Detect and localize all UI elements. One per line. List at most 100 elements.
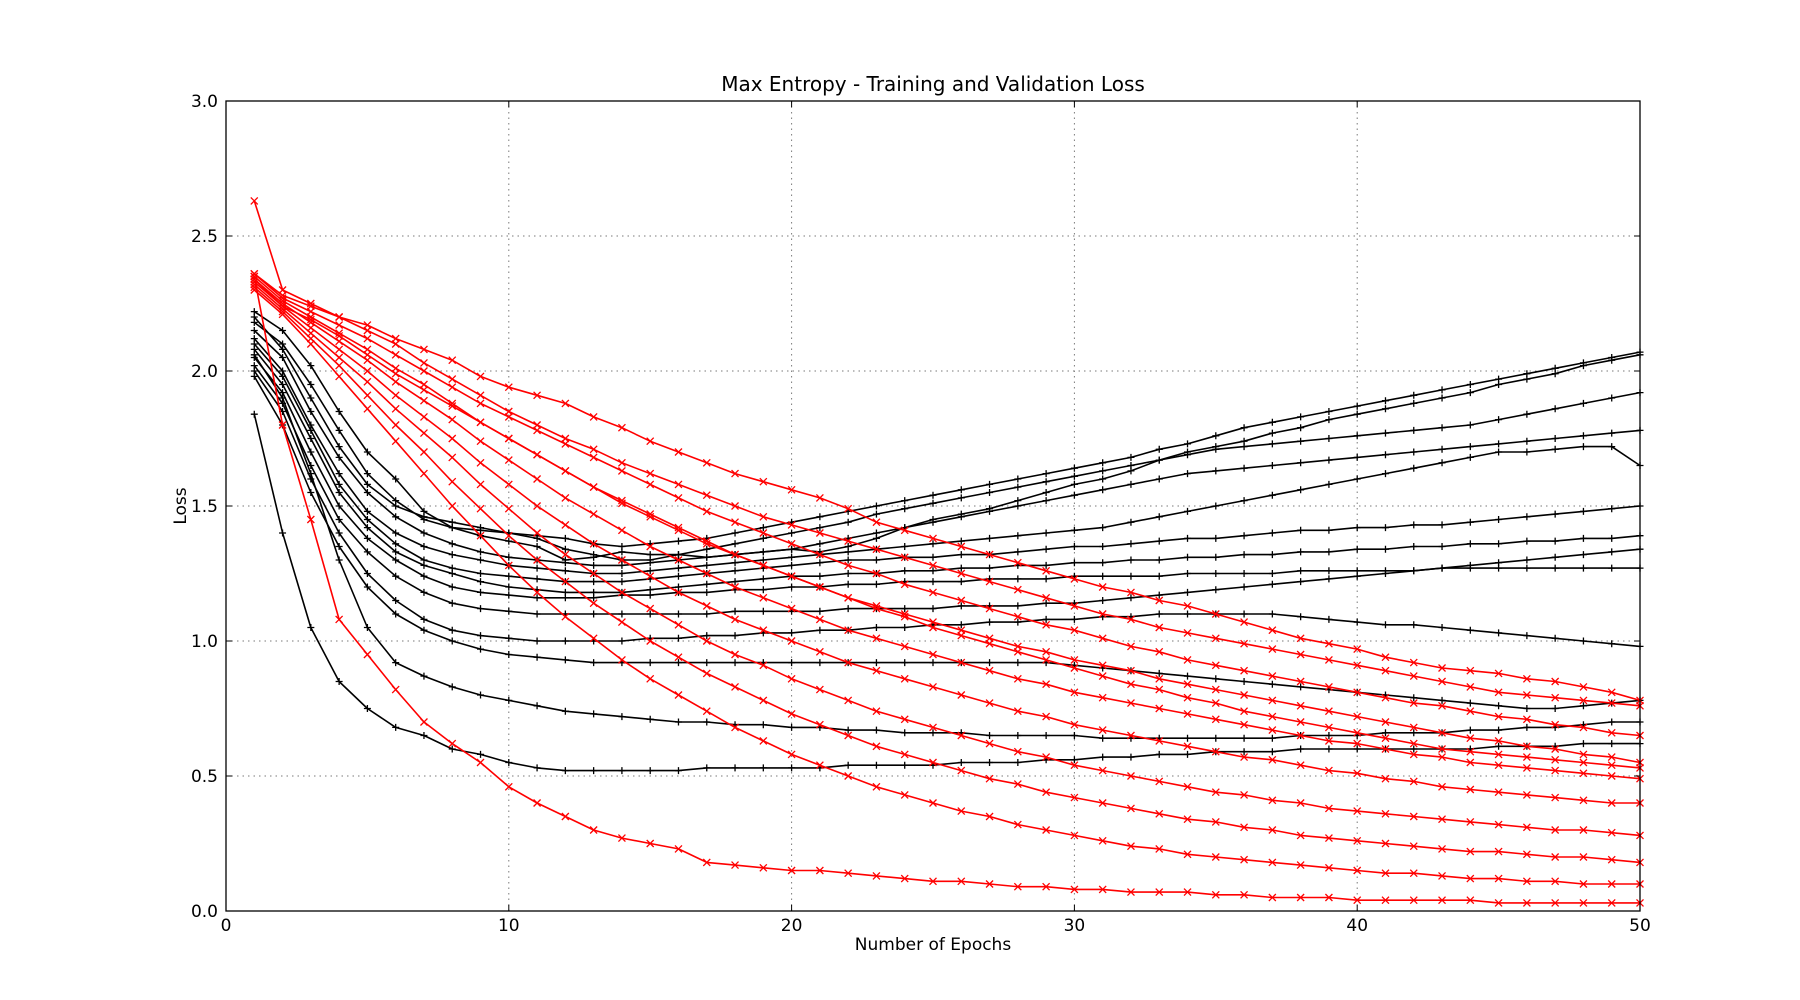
training-point bbox=[1325, 548, 1333, 556]
validation-point bbox=[476, 480, 485, 489]
validation-point bbox=[1296, 650, 1305, 659]
validation-point bbox=[844, 504, 853, 513]
validation-point bbox=[589, 569, 598, 578]
validation-line bbox=[253, 286, 1641, 864]
validation-series bbox=[250, 286, 1644, 888]
validation-point bbox=[1296, 677, 1305, 686]
validation-point bbox=[1353, 739, 1362, 748]
training-point bbox=[1579, 637, 1587, 645]
validation-point bbox=[674, 480, 683, 489]
validation-point bbox=[929, 623, 937, 632]
training-point bbox=[1438, 394, 1446, 402]
validation-point bbox=[1409, 750, 1418, 759]
training-point bbox=[1042, 732, 1050, 739]
validation-point bbox=[1211, 788, 1220, 797]
training-point bbox=[1212, 534, 1220, 542]
training-point bbox=[420, 513, 428, 521]
training-point bbox=[1410, 426, 1418, 434]
validation-point bbox=[1579, 880, 1588, 888]
training-point bbox=[1268, 462, 1276, 469]
validation-point bbox=[1183, 782, 1192, 791]
training-point bbox=[307, 489, 315, 496]
validation-point bbox=[1494, 750, 1503, 759]
training-point bbox=[1212, 570, 1220, 577]
training-point bbox=[363, 470, 371, 478]
training-point bbox=[1070, 615, 1078, 623]
validation-point bbox=[1070, 720, 1079, 729]
training-point bbox=[1551, 553, 1559, 561]
training-point bbox=[1099, 543, 1107, 550]
training-point bbox=[1042, 615, 1050, 623]
validation-point bbox=[1240, 707, 1249, 716]
validation-point bbox=[420, 358, 428, 367]
validation-point bbox=[1353, 769, 1362, 778]
training-point bbox=[1297, 486, 1305, 494]
training-point bbox=[307, 624, 315, 631]
validation-point bbox=[1324, 863, 1333, 872]
training-point bbox=[816, 659, 824, 667]
training-point bbox=[1099, 597, 1107, 604]
validation-point bbox=[1381, 774, 1390, 783]
validation-point bbox=[759, 736, 768, 745]
validation-point bbox=[589, 510, 598, 519]
validation-point bbox=[1155, 623, 1164, 632]
validation-point bbox=[1324, 707, 1333, 716]
validation-point bbox=[1296, 718, 1305, 726]
training-point bbox=[1579, 702, 1587, 710]
validation-point bbox=[1607, 772, 1616, 780]
validation-point bbox=[702, 858, 711, 867]
validation-point bbox=[646, 839, 655, 848]
validation-point bbox=[476, 391, 485, 400]
training-point bbox=[703, 610, 711, 618]
validation-point bbox=[1155, 844, 1164, 853]
validation-point bbox=[1353, 807, 1362, 816]
training-point bbox=[363, 507, 371, 515]
validation-point bbox=[617, 496, 626, 505]
validation-point bbox=[1494, 898, 1503, 907]
training-point bbox=[1042, 497, 1050, 505]
training-point bbox=[788, 545, 796, 553]
validation-point bbox=[844, 869, 853, 878]
validation-point bbox=[929, 877, 937, 886]
validation-point bbox=[391, 437, 400, 446]
training-point bbox=[335, 543, 343, 550]
training-point bbox=[703, 632, 711, 640]
training-point bbox=[872, 659, 880, 667]
training-point bbox=[335, 408, 343, 415]
validation-series bbox=[250, 272, 1644, 907]
validation-point bbox=[957, 766, 966, 775]
training-point bbox=[1523, 410, 1531, 418]
validation-point bbox=[504, 504, 513, 513]
validation-point bbox=[1155, 647, 1164, 656]
training-point bbox=[1325, 567, 1333, 575]
training-point bbox=[1014, 483, 1022, 491]
validation-point bbox=[1155, 736, 1164, 745]
training-point bbox=[1155, 572, 1163, 580]
training-point bbox=[505, 572, 513, 580]
training-point bbox=[1099, 467, 1107, 475]
validation-point bbox=[561, 577, 570, 586]
validation-point bbox=[646, 437, 655, 446]
validation-point bbox=[1353, 645, 1362, 654]
training-point bbox=[986, 507, 994, 515]
training-point bbox=[477, 645, 485, 653]
training-point bbox=[1240, 610, 1248, 618]
validation-point bbox=[1607, 761, 1616, 770]
validation-point bbox=[589, 412, 598, 421]
training-point bbox=[279, 345, 287, 353]
y-axis-label: Loss bbox=[171, 487, 191, 524]
validation-point bbox=[1183, 693, 1192, 702]
training-point bbox=[392, 610, 400, 618]
training-point bbox=[816, 524, 824, 532]
training-point bbox=[420, 732, 428, 739]
training-point bbox=[1014, 475, 1022, 483]
training-point bbox=[1099, 734, 1107, 742]
validation-point bbox=[1070, 601, 1079, 610]
training-point bbox=[590, 561, 598, 569]
training-point bbox=[929, 518, 937, 526]
training-point bbox=[1184, 553, 1192, 561]
training-point bbox=[1014, 659, 1022, 667]
validation-point bbox=[1296, 761, 1305, 770]
validation-point bbox=[1211, 890, 1220, 899]
training-point bbox=[957, 551, 965, 559]
